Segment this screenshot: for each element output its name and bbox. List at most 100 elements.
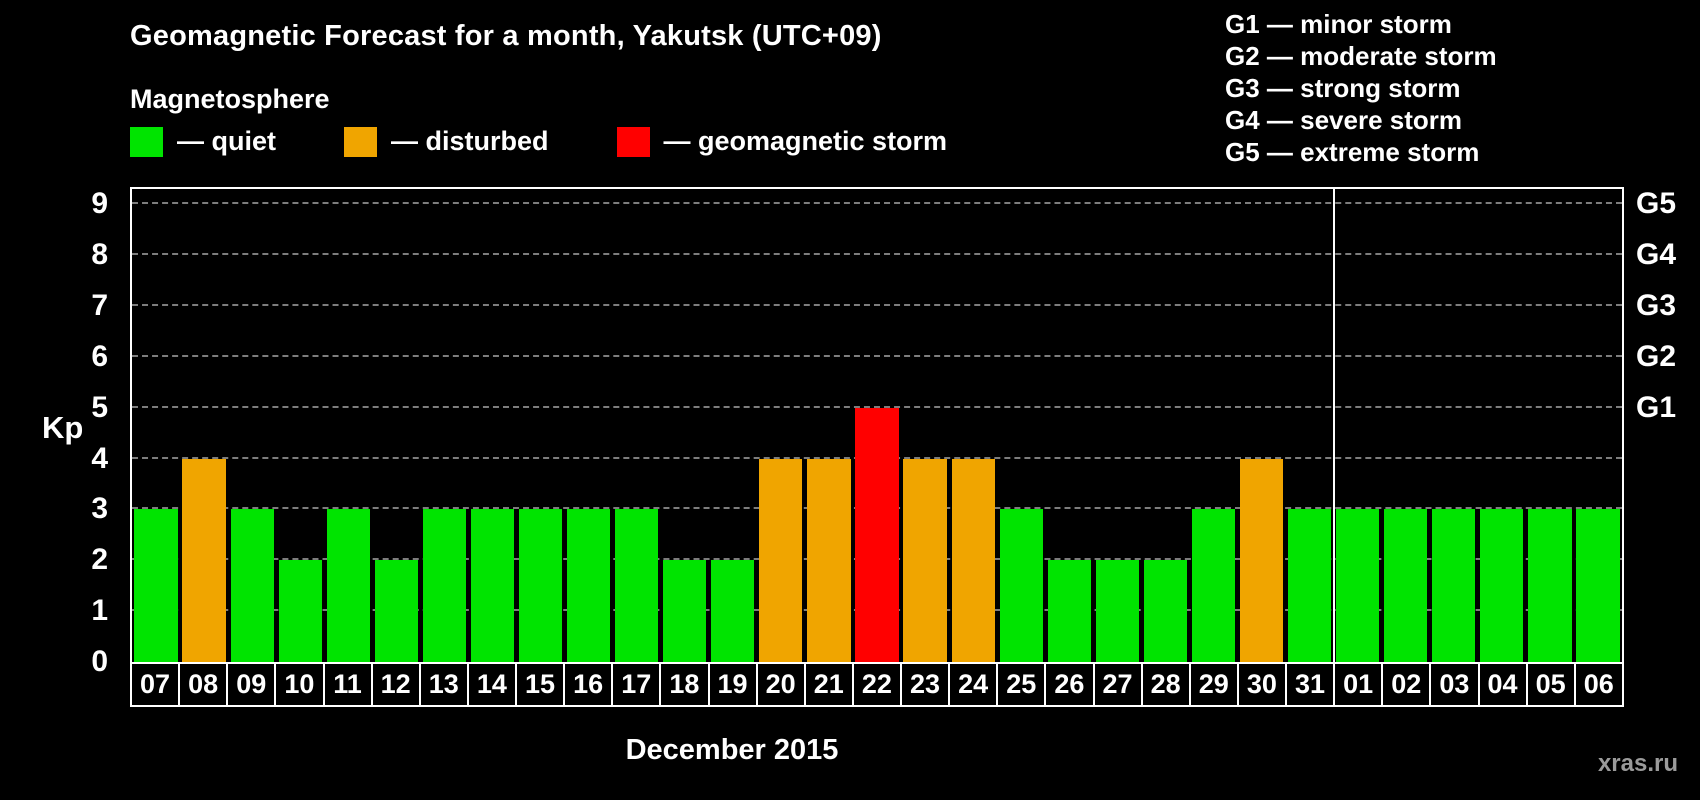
bar-21 bbox=[807, 458, 851, 662]
gridline-7 bbox=[132, 303, 1622, 306]
date-cell-19: 19 bbox=[710, 664, 758, 705]
bar-05 bbox=[1528, 509, 1572, 662]
gridline-5 bbox=[132, 405, 1622, 408]
bar-22 bbox=[855, 407, 899, 662]
g-label-G1: G1 bbox=[1636, 390, 1677, 424]
legend-label-disturbed: — disturbed bbox=[391, 126, 549, 156]
bar-14 bbox=[470, 509, 515, 662]
y-tick-6: 6 bbox=[91, 339, 108, 373]
date-cell-08: 08 bbox=[180, 664, 229, 705]
storm-scale-line-2: G2 — moderate storm bbox=[1225, 41, 1497, 71]
bar-17 bbox=[615, 509, 659, 662]
date-cell-01: 01 bbox=[1335, 664, 1384, 705]
date-cell-09: 09 bbox=[228, 664, 277, 705]
bar-06 bbox=[1576, 509, 1620, 662]
bar-10 bbox=[278, 560, 322, 662]
storm-swatch bbox=[616, 126, 650, 157]
gridline-6 bbox=[132, 354, 1622, 357]
storm-scale-line-4: G4 — severe storm bbox=[1225, 105, 1463, 135]
bar-29 bbox=[1191, 509, 1236, 662]
gridline-9 bbox=[132, 202, 1622, 205]
date-axis: 07 08 09 10 11 12 13 14 15 16 17 18 19 20 21 22 23 24 25 26… bbox=[130, 662, 1624, 707]
bar-07 bbox=[134, 509, 178, 662]
bar-26 bbox=[1047, 560, 1091, 662]
bar-16 bbox=[566, 509, 611, 662]
bar-24 bbox=[951, 458, 995, 662]
bar-13 bbox=[422, 509, 467, 662]
date-cell-18: 18 bbox=[661, 664, 710, 705]
bar-25 bbox=[999, 509, 1043, 662]
date-cell-31: 31 bbox=[1287, 664, 1336, 705]
y-tick-7: 7 bbox=[91, 288, 108, 322]
bar-08 bbox=[182, 458, 226, 662]
date-cell-13: 13 bbox=[421, 664, 469, 705]
date-cell-29: 29 bbox=[1191, 664, 1239, 705]
bar-23 bbox=[903, 458, 947, 662]
gridline-8 bbox=[132, 253, 1622, 256]
storm-scale-line-3: G3 — strong storm bbox=[1225, 73, 1461, 103]
date-cell-26: 26 bbox=[1046, 664, 1095, 705]
disturbed-swatch bbox=[344, 126, 377, 157]
bar-18 bbox=[663, 560, 707, 662]
bar-28 bbox=[1143, 560, 1187, 662]
date-cell-22: 22 bbox=[854, 664, 902, 705]
date-cell-21: 21 bbox=[806, 664, 854, 705]
bar-11 bbox=[326, 509, 370, 662]
chart-title: Geomagnetic Forecast for a month, Yakuts… bbox=[130, 20, 882, 52]
y-tick-0: 0 bbox=[91, 645, 108, 678]
y-tick-8: 8 bbox=[91, 238, 108, 272]
date-cell-02: 02 bbox=[1383, 664, 1432, 705]
bar-27 bbox=[1095, 560, 1139, 662]
y-axis-title: Kp bbox=[42, 410, 84, 445]
date-cell-15: 15 bbox=[517, 664, 566, 705]
date-cell-23: 23 bbox=[902, 664, 951, 705]
bar-01 bbox=[1336, 509, 1380, 662]
y-tick-2: 2 bbox=[91, 543, 108, 577]
month-divider-line bbox=[1332, 189, 1335, 662]
date-cell-11: 11 bbox=[325, 664, 373, 705]
bar-31 bbox=[1287, 509, 1332, 662]
date-cell-04: 04 bbox=[1480, 664, 1528, 705]
g-label-G4: G4 bbox=[1636, 238, 1677, 272]
x-axis-title: December 2015 bbox=[625, 734, 839, 766]
magnetosphere-label: Magnetosphere bbox=[130, 84, 330, 114]
storm-scale-line-5: G5 — extreme storm bbox=[1225, 137, 1480, 167]
date-cell-17: 17 bbox=[613, 664, 662, 705]
date-cell-03: 03 bbox=[1431, 664, 1480, 705]
storm-scale-line-1: G1 — minor storm bbox=[1225, 9, 1452, 39]
plot-area bbox=[130, 187, 1624, 664]
watermark: xras.ru bbox=[1597, 750, 1678, 777]
g-label-G3: G3 bbox=[1636, 288, 1677, 322]
date-cell-20: 20 bbox=[758, 664, 806, 705]
date-cell-30: 30 bbox=[1239, 664, 1287, 705]
legend-label-quiet: — quiet bbox=[177, 126, 276, 156]
bar-04 bbox=[1480, 509, 1524, 662]
g-scale-labels: G1 G2 G3 G4 G5 bbox=[1636, 187, 1700, 662]
legend-label-storm: — geomagnetic storm bbox=[663, 126, 948, 156]
bar-20 bbox=[759, 458, 803, 662]
date-cell-06: 06 bbox=[1583, 669, 1614, 699]
date-cell-12: 12 bbox=[373, 664, 421, 705]
date-cell-27: 27 bbox=[1095, 664, 1143, 705]
legend-item-quiet: — quiet bbox=[130, 126, 276, 157]
y-tick-4: 4 bbox=[91, 441, 108, 475]
y-tick-5: 5 bbox=[91, 390, 108, 424]
date-cell-07: 07 bbox=[132, 664, 181, 705]
date-cell-25: 25 bbox=[998, 664, 1047, 705]
legend-item-disturbed: — disturbed bbox=[344, 126, 549, 157]
bar-09 bbox=[230, 509, 274, 662]
date-cell-05: 05 bbox=[1528, 664, 1576, 705]
quiet-swatch bbox=[130, 126, 163, 157]
y-tick-1: 1 bbox=[91, 594, 108, 628]
bar-19 bbox=[711, 560, 755, 662]
y-axis-ticks: 0 1 2 3 4 5 6 7 8 9 bbox=[0, 187, 118, 678]
bar-03 bbox=[1432, 509, 1476, 662]
date-cell-14: 14 bbox=[469, 664, 517, 705]
bar-15 bbox=[518, 509, 563, 662]
date-cell-16: 16 bbox=[565, 664, 614, 705]
y-tick-9: 9 bbox=[91, 187, 108, 221]
date-cell-10: 10 bbox=[276, 664, 325, 705]
bar-02 bbox=[1384, 509, 1428, 662]
legend: — quiet — disturbed — geomagnetic storm bbox=[130, 126, 947, 157]
